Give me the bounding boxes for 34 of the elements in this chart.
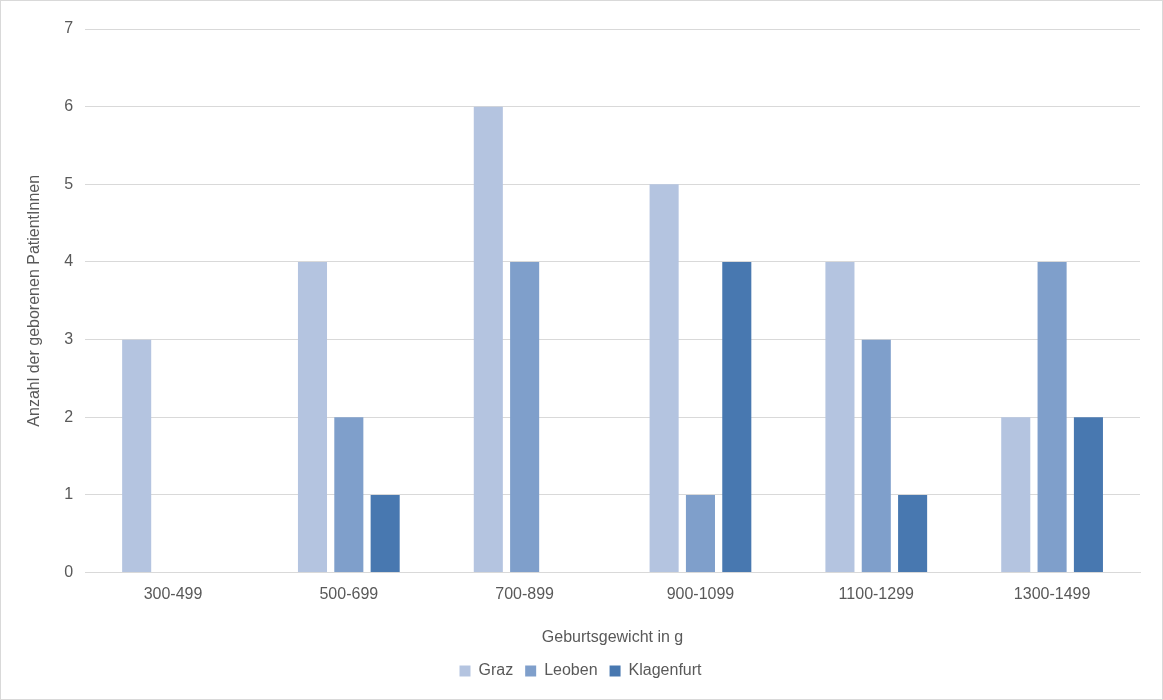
y-tick-label: 6 [64,97,74,115]
bar [1037,261,1067,573]
y-tick-label: 3 [64,330,74,348]
legend-label: Klagenfurt [628,661,703,679]
y-axis-title: Anzahl der geborenen PatientInnen [25,174,43,427]
x-tick-label: 500-699 [319,584,379,602]
legend-label: Graz [478,661,514,679]
x-tick-label: 1100-1299 [838,584,915,602]
bar [898,494,928,573]
bar [510,261,540,573]
x-tick-label: 900-1099 [666,584,735,602]
y-tick-label: 7 [64,19,74,37]
y-tick-label: 4 [64,252,74,270]
bar [334,417,364,573]
bar [825,261,855,573]
x-tick-label: 300-499 [143,584,203,602]
y-tick-label: 5 [64,174,74,192]
bar [649,184,679,573]
y-tick-label: 0 [64,563,74,581]
bar [297,261,328,573]
bar [1001,417,1031,573]
legend-label: Leoben [544,661,598,679]
x-tick-label: 1300-1499 [1013,584,1091,602]
bar [685,494,715,573]
x-axis-title: Geburtsgewicht in g [541,627,684,645]
bar [473,106,503,573]
y-tick-label: 1 [64,485,74,503]
bar [1073,417,1103,573]
bar [122,339,152,573]
bar [722,261,752,573]
bar [370,494,400,573]
bar [861,339,891,573]
x-tick-label: 700-899 [495,584,555,602]
y-tick-label: 2 [64,407,74,425]
